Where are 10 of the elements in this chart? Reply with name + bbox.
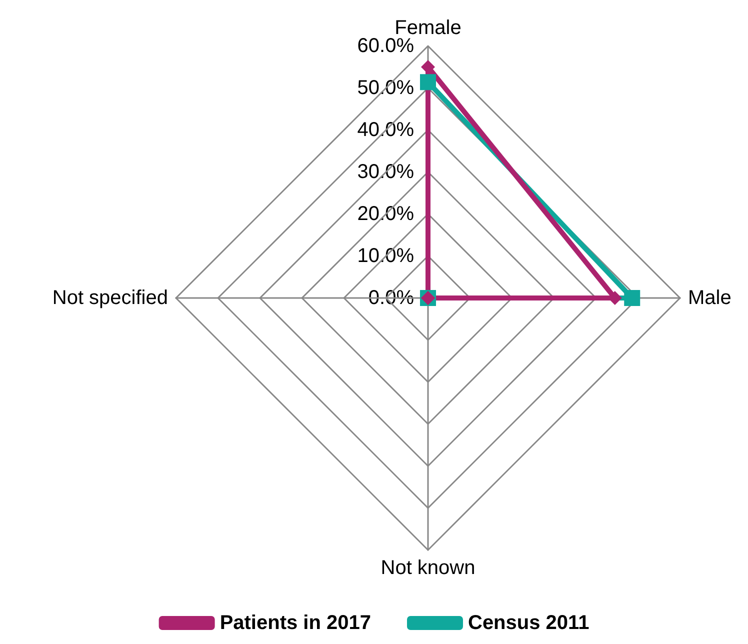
spoke-label: Male (688, 287, 732, 309)
spoke-label: Not known (380, 557, 476, 579)
y-tick-label: 20.0% (357, 203, 414, 225)
y-tick-label: 10.0% (357, 245, 414, 267)
y-tick-label: 50.0% (357, 77, 414, 99)
y-tick-label: 30.0% (357, 161, 414, 183)
y-tick-label: 40.0% (357, 119, 414, 141)
legend-label: Patients in 2017 (220, 612, 371, 634)
spoke-label: Not specified (52, 287, 168, 309)
legend-label: Census 2011 (468, 612, 590, 634)
